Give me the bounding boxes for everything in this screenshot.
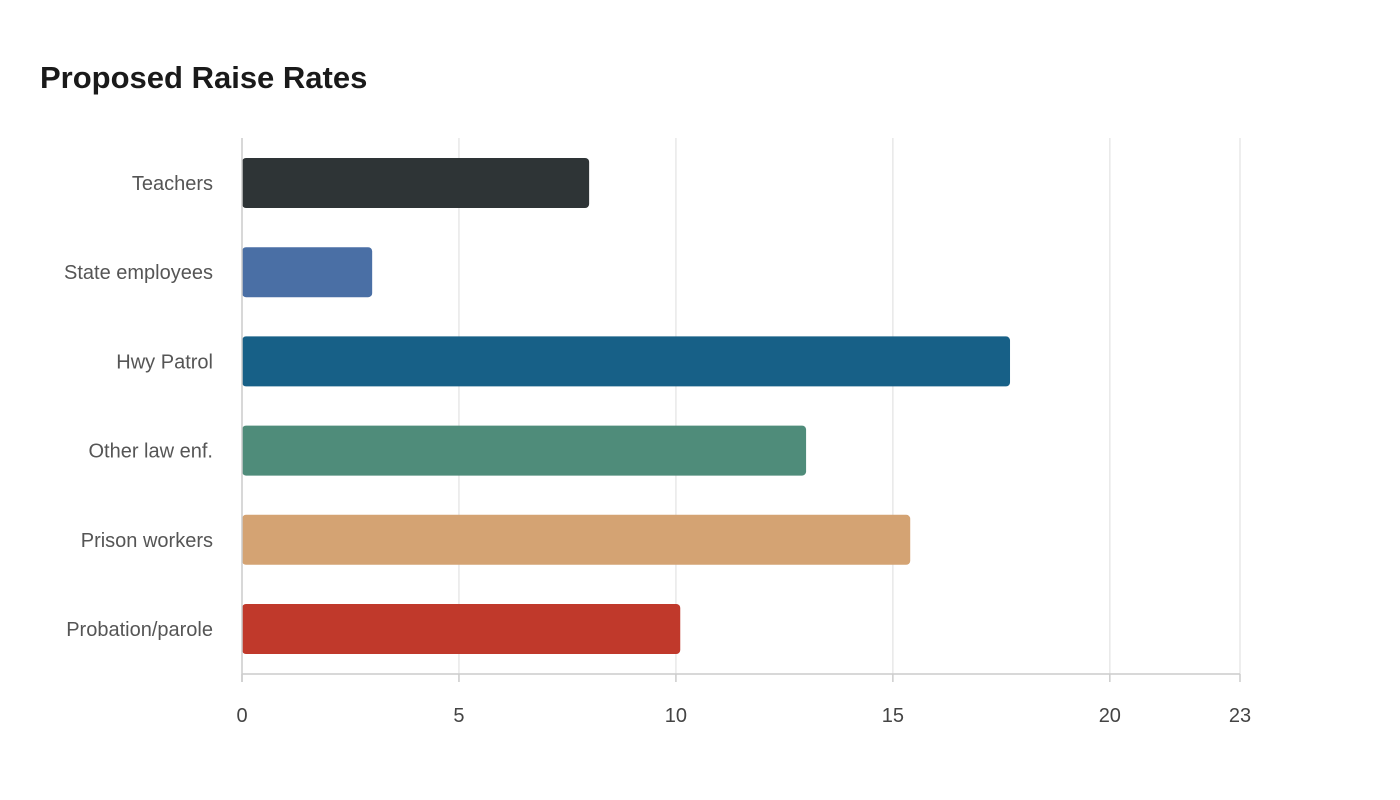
bar-prison-workers [242, 514, 911, 565]
tick-labels: 0 5 10 15 20 23 [236, 705, 1251, 727]
x-tick-label: 15 [882, 705, 904, 727]
category-labels: Teachers State employees Hwy Patrol Other l… [64, 173, 213, 641]
axes [241, 138, 1241, 682]
category-label: Probation/parole [66, 619, 213, 641]
category-label: Other law enf. [88, 441, 213, 463]
bar-teachers [242, 158, 590, 208]
x-tick-label: 10 [665, 705, 687, 727]
bar-other-law-enf [242, 425, 807, 476]
grid-lines [458, 138, 1241, 674]
x-tick-label: 0 [236, 705, 247, 727]
x-tick-label: 23 [1229, 705, 1251, 727]
category-label: Prison workers [81, 530, 213, 552]
category-label: Teachers [132, 173, 213, 195]
chart-title: Proposed Raise Rates [40, 60, 368, 95]
bar-probation-parole [242, 604, 681, 654]
x-tick-label: 20 [1099, 705, 1121, 727]
bar-state-employees [242, 247, 373, 298]
x-tick-label: 5 [453, 705, 464, 727]
category-label: State employees [64, 262, 213, 284]
bar-hwy-patrol [242, 336, 1011, 387]
category-label: Hwy Patrol [116, 351, 213, 373]
bars [242, 158, 1011, 654]
